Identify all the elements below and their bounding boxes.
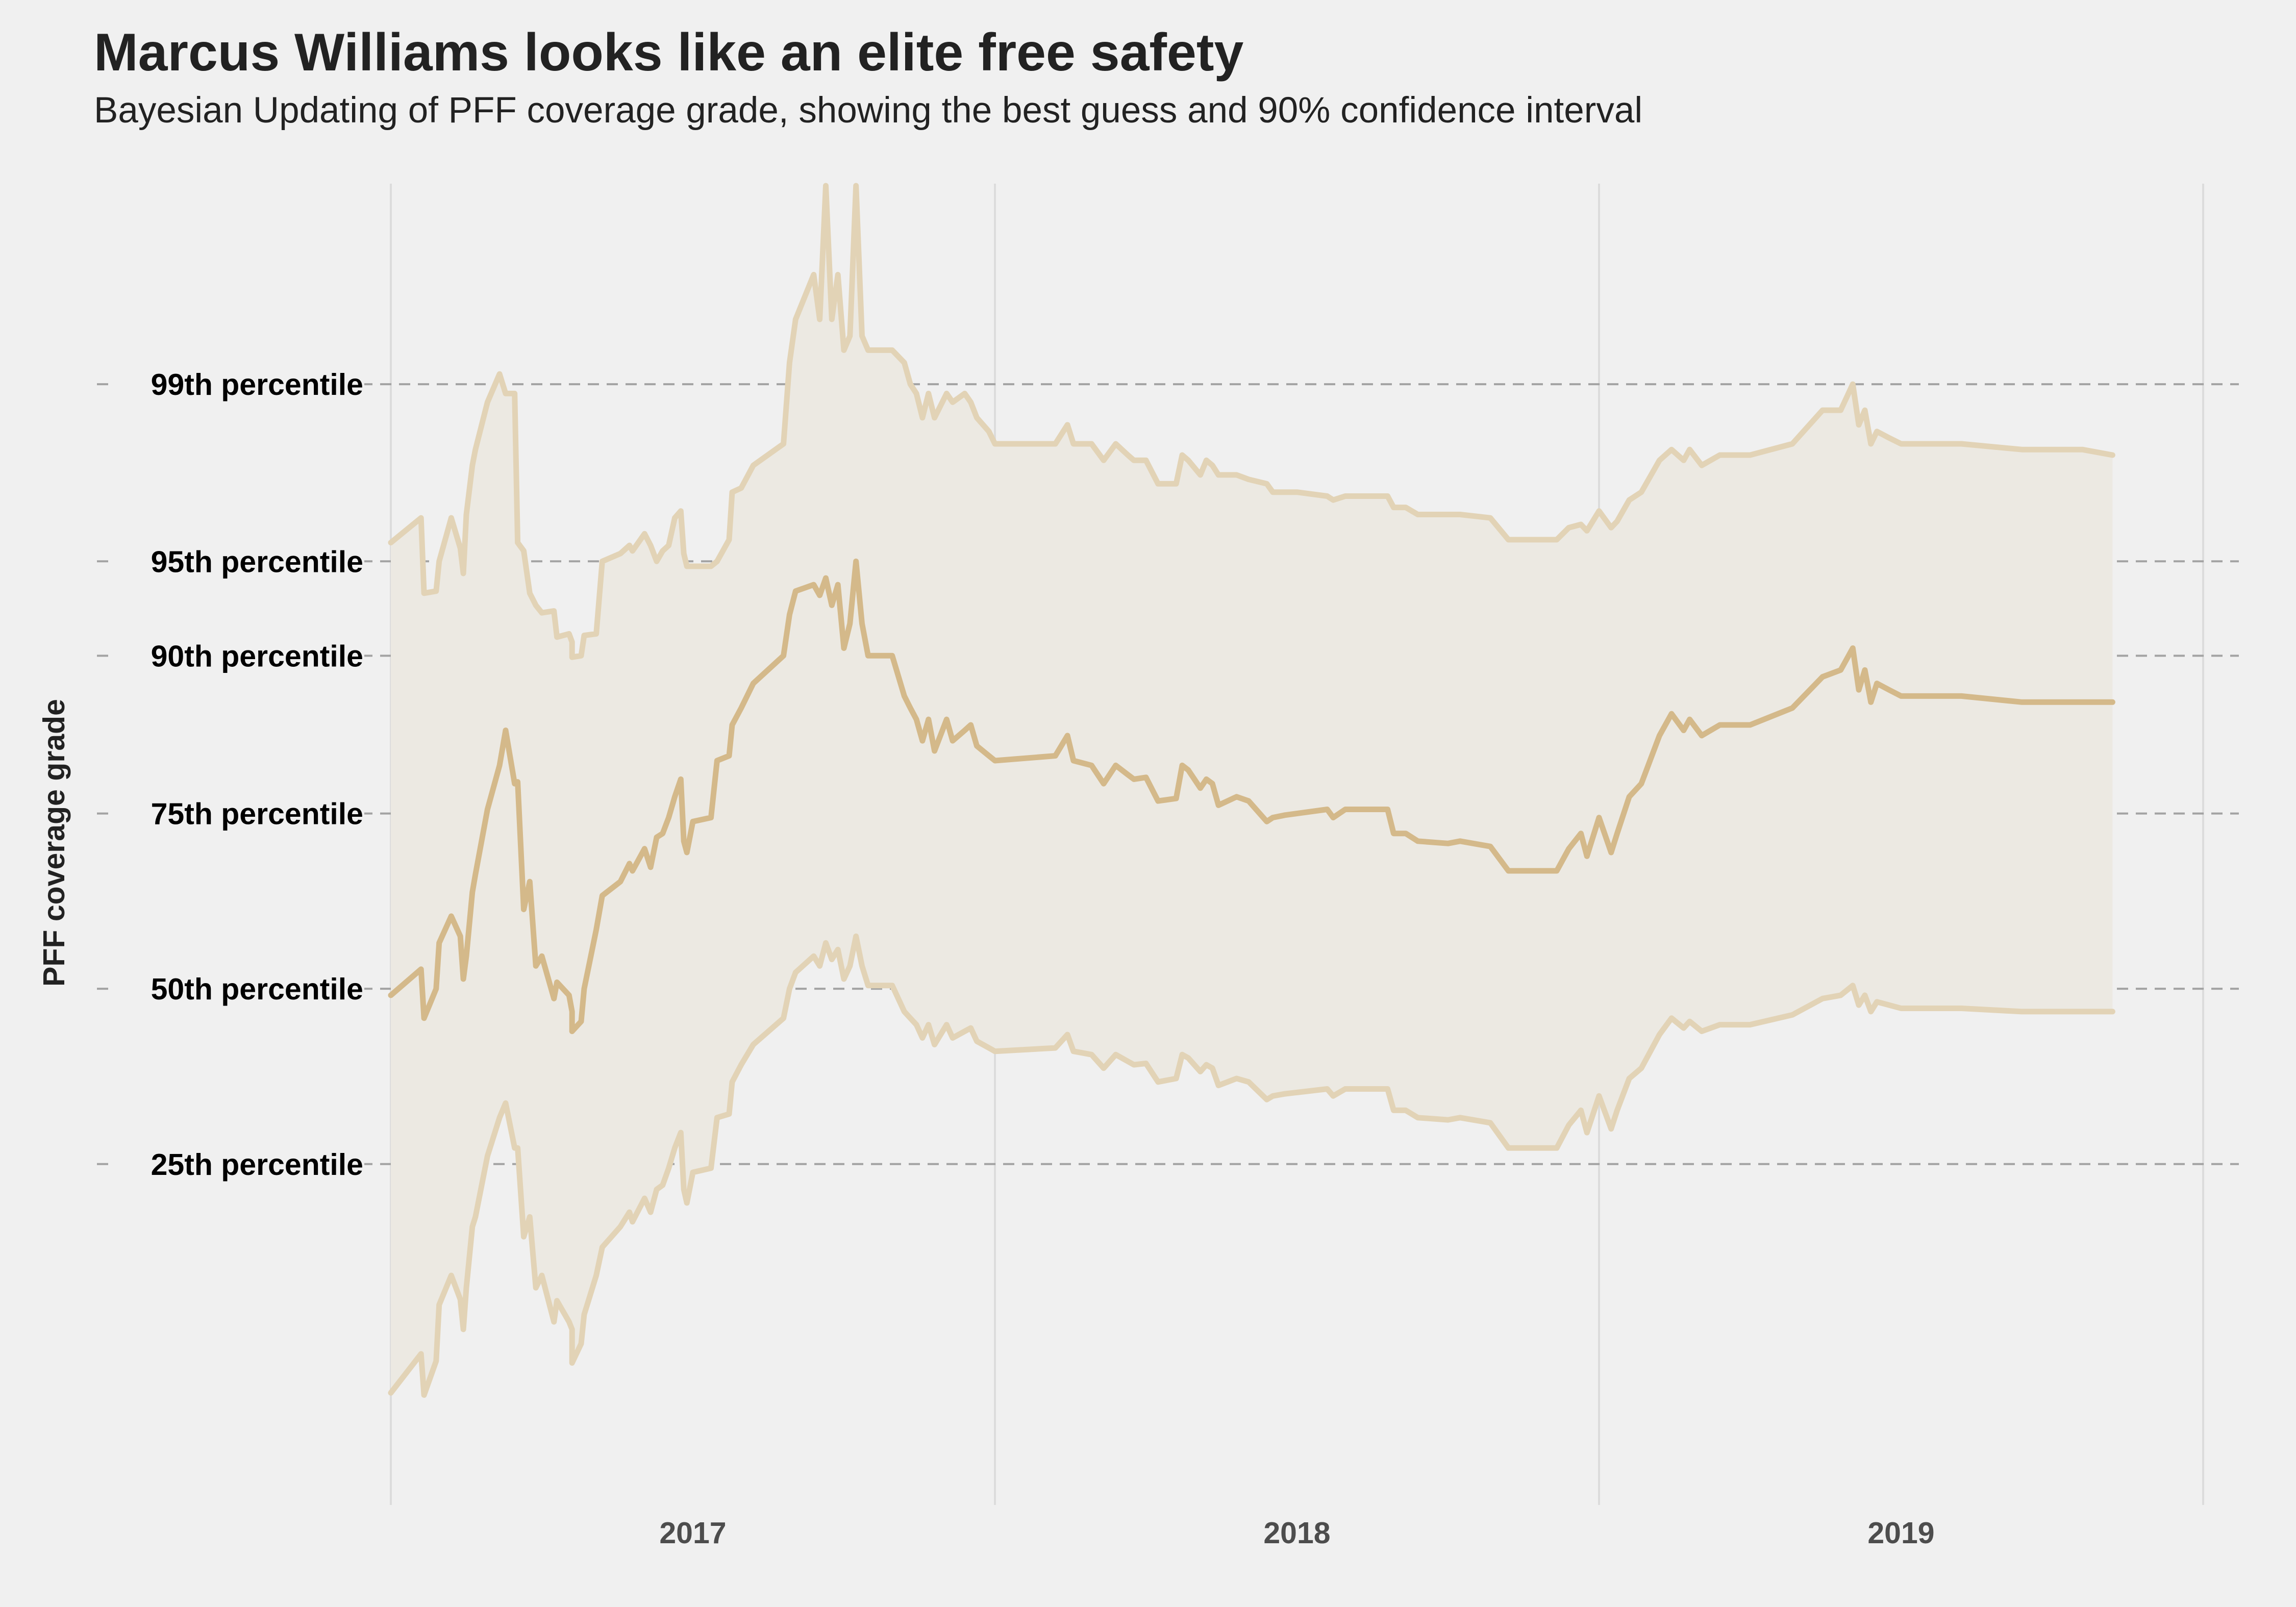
confidence-ribbon (391, 186, 2113, 1395)
y-tick-labels: 25th percentile 50th percentile 75th perce… (113, 362, 364, 1187)
best-guess-line (388, 558, 2115, 1034)
y-tick-label-95: 95th percentile (151, 545, 363, 579)
y-tick-bg-99 (113, 362, 364, 407)
y-tick-label-75: 75th percentile (151, 797, 363, 831)
chart-subtitle: Bayesian Updating of PFF coverage grade,… (94, 90, 1643, 131)
lower-bound-line (388, 933, 2115, 1398)
series-lines-layer (388, 183, 2115, 1398)
confidence-ribbon-layer (391, 186, 2113, 1395)
y-tick-label-25: 25th percentile (151, 1148, 363, 1182)
y-tick-bg-90 (113, 633, 364, 679)
x-tick-label-2019: 2019 (1867, 1516, 1934, 1550)
y-tick-bg-75 (113, 791, 364, 836)
x-tick-label-2017: 2017 (659, 1516, 726, 1550)
y-tick-bg-25 (113, 1141, 364, 1187)
upper-bound-line (388, 183, 2115, 660)
y-tick-label-99: 99th percentile (151, 368, 363, 401)
chart-title: Marcus Williams looks like an elite free… (94, 23, 1244, 82)
y-axis-label: PFF coverage grade (37, 699, 71, 987)
x-tick-label-2018: 2018 (1263, 1516, 1330, 1550)
y-tick-bg-95 (113, 539, 364, 584)
y-tick-bg-50 (113, 966, 364, 1012)
x-tick-labels: 2017 2018 2019 (659, 1516, 1934, 1550)
y-tick-label-50: 50th percentile (151, 972, 363, 1006)
y-tick-label-90: 90th percentile (151, 639, 363, 673)
